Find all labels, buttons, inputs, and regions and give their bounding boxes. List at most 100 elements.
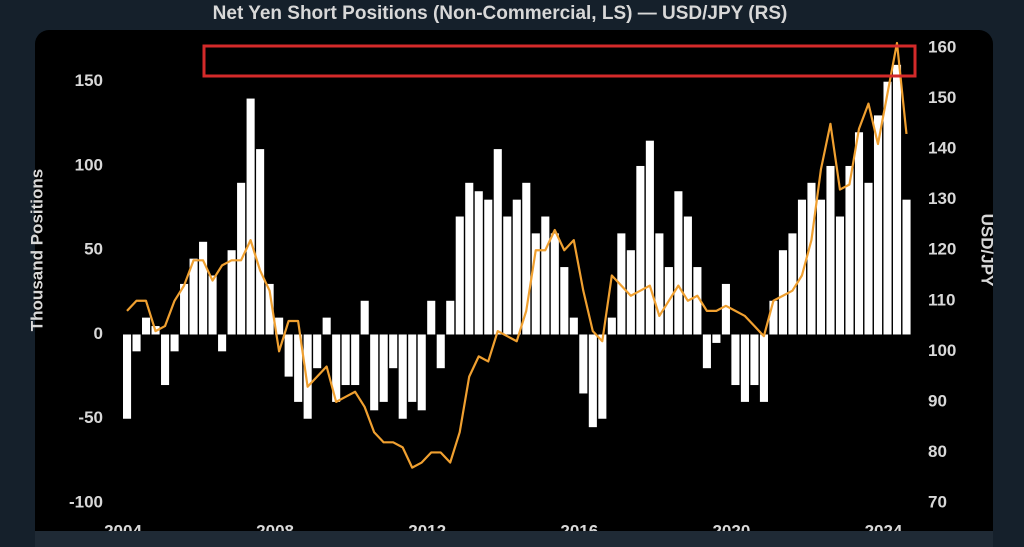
bar <box>512 199 521 335</box>
bar <box>313 334 322 369</box>
bar <box>807 182 816 335</box>
y2-tick-label: 130 <box>928 189 956 208</box>
bar <box>408 334 417 402</box>
bar <box>436 334 445 369</box>
bar <box>655 233 664 335</box>
bar <box>189 258 198 335</box>
bar <box>341 334 350 386</box>
bar <box>579 334 588 394</box>
y-tick-label: 50 <box>84 240 103 259</box>
bar <box>522 182 531 335</box>
y2-tick-label: 120 <box>928 240 956 259</box>
y-tick-label: 100 <box>75 155 103 174</box>
y-tick-label: -100 <box>69 492 103 511</box>
bar <box>702 334 711 369</box>
bar <box>845 165 854 335</box>
bar <box>873 115 883 335</box>
bar <box>474 191 483 335</box>
bar <box>455 216 464 335</box>
y-tick-label: -50 <box>78 408 103 427</box>
bar <box>750 334 759 386</box>
bar <box>199 241 208 335</box>
bar <box>161 334 170 386</box>
bar <box>427 300 436 335</box>
bar <box>379 334 388 402</box>
plot: -100 -50 0 50 100 150 70 80 90 100 110 120 130 140 150… <box>69 37 956 511</box>
bar <box>598 334 607 419</box>
y2-tick-label: 160 <box>928 37 956 56</box>
bar <box>550 233 559 335</box>
y-tick-label: 150 <box>75 71 103 90</box>
bar <box>674 191 683 335</box>
bar <box>246 98 255 335</box>
y2-tick-label: 70 <box>928 492 947 511</box>
bar <box>740 334 749 402</box>
bar <box>797 199 807 335</box>
bar <box>398 334 407 419</box>
y-axis-label: Thousand Positions <box>27 169 46 331</box>
bar <box>370 334 379 411</box>
bar <box>788 233 797 335</box>
y2-tick-label: 110 <box>928 290 955 309</box>
highlight-box <box>202 44 917 78</box>
bottom-panel <box>35 531 993 547</box>
y2-tick-label: 80 <box>928 442 947 461</box>
bar <box>275 317 284 335</box>
bar <box>636 165 645 335</box>
bar <box>170 334 179 352</box>
bar <box>835 216 845 335</box>
bar <box>854 132 864 335</box>
bar <box>142 317 151 335</box>
bar <box>227 250 236 335</box>
bar <box>132 334 141 352</box>
bar <box>389 334 398 369</box>
bar <box>351 334 360 386</box>
bar <box>626 250 635 335</box>
bar <box>693 267 702 335</box>
bar <box>256 149 265 335</box>
bar <box>541 216 550 335</box>
bar <box>607 317 616 335</box>
bar <box>284 334 293 377</box>
bar <box>759 334 768 402</box>
y2-axis-label: USD/JPY <box>978 214 997 287</box>
bar <box>503 216 512 335</box>
bar <box>683 216 692 335</box>
bar <box>560 267 569 335</box>
bar <box>769 300 778 335</box>
y2-tick-label: 150 <box>928 88 956 107</box>
bar <box>332 334 341 402</box>
bar <box>864 182 873 335</box>
bar <box>826 165 835 335</box>
bar <box>712 334 721 343</box>
bar <box>531 233 540 335</box>
bar <box>322 317 331 335</box>
bar <box>493 149 502 335</box>
bar <box>892 64 902 335</box>
bar <box>417 334 426 411</box>
bar <box>180 283 189 335</box>
bar <box>265 283 274 335</box>
bar <box>902 199 911 335</box>
bar <box>208 275 217 335</box>
bar <box>721 283 730 335</box>
bar <box>303 334 312 419</box>
bar <box>588 334 597 428</box>
bar <box>294 334 303 402</box>
line <box>126 41 908 469</box>
bar <box>123 334 132 419</box>
y2-tick-label: 90 <box>928 391 947 410</box>
y-tick-label: 0 <box>94 324 103 343</box>
bar <box>731 334 740 386</box>
bar <box>218 334 227 352</box>
bar <box>360 300 369 335</box>
bar <box>778 250 787 335</box>
bar <box>446 300 455 335</box>
bar <box>816 199 826 335</box>
bar <box>484 199 493 335</box>
bar <box>883 81 892 335</box>
bar <box>617 233 626 335</box>
bar <box>645 140 654 335</box>
